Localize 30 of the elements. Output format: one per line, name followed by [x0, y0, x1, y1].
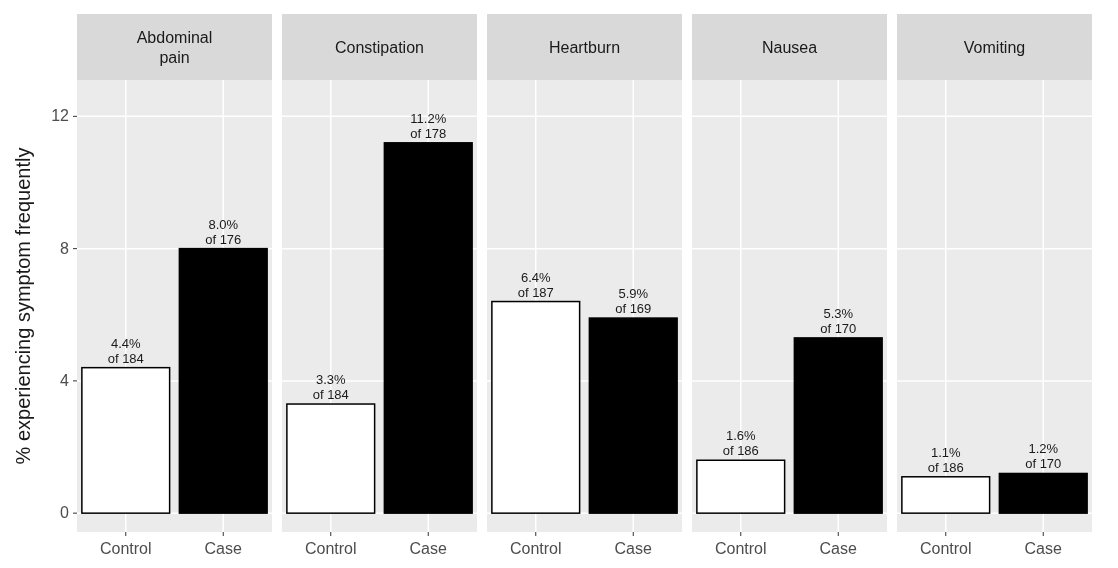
x-tick-label: Case [614, 540, 653, 557]
x-tick-label: Case [204, 540, 243, 557]
chart-title: Heartburn [548, 39, 621, 56]
data-label: 5.9% of 169 [615, 286, 652, 317]
data-label: 1.6% of 186 [722, 428, 759, 459]
data-label: 3.3% of 184 [312, 372, 349, 403]
y-tick-label: 8 [60, 239, 70, 257]
y-tick-label: 4 [60, 371, 70, 389]
x-tick-label: Control [509, 540, 562, 557]
y-tick-label: 12 [51, 107, 70, 125]
y-axis-title: % experiencing symptom frequently [12, 147, 34, 465]
data-label: 4.4% of 184 [107, 335, 144, 366]
x-tick-label: Case [409, 540, 448, 557]
chart-title: Vomiting [963, 39, 1026, 56]
data-label: 6.4% of 187 [517, 269, 554, 300]
data-label: 8.0% of 176 [205, 216, 242, 247]
chart-title: Constipation [335, 39, 424, 56]
data-label: 1.2% of 170 [1025, 441, 1062, 472]
chart-title: Nausea [761, 39, 818, 56]
x-tick-label: Case [819, 540, 858, 557]
x-tick-label: Control [919, 540, 972, 557]
x-tick-label: Control [304, 540, 357, 557]
x-tick-label: Control [714, 540, 767, 557]
data-label: 11.2% of 178 [410, 110, 447, 141]
data-label: 5.3% of 170 [820, 305, 857, 336]
data-label: 1.1% of 186 [927, 444, 964, 475]
y-tick-label: 0 [60, 504, 70, 522]
chart-title: Abdominal pain [136, 29, 213, 66]
x-tick-label: Case [1024, 540, 1063, 557]
x-tick-label: Control [99, 540, 152, 557]
